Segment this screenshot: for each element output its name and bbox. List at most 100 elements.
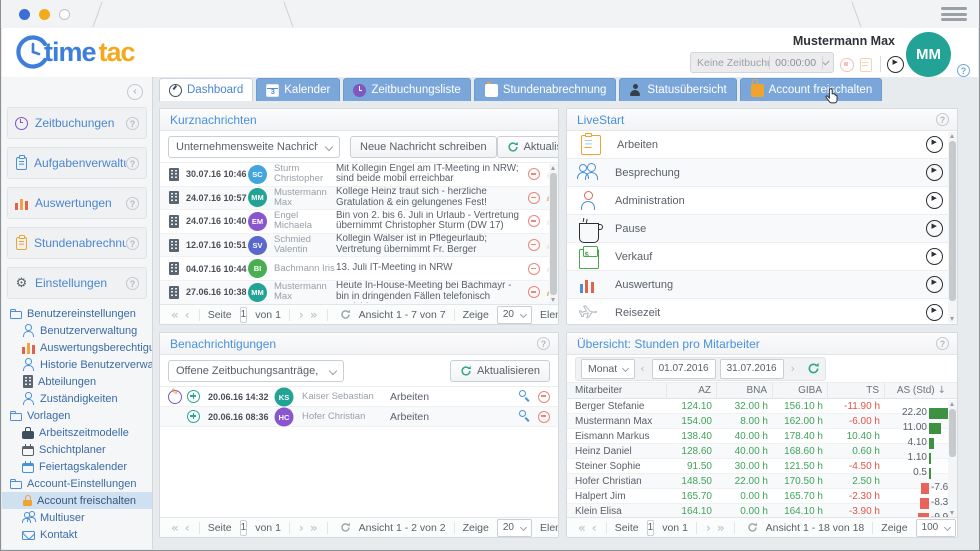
table-row[interactable]: Mustermann Max 154.00 8.00 h 162.00 h -6.00 … — [567, 414, 957, 434]
prev-page-icon[interactable]: ‹ — [184, 307, 190, 322]
tree-item-historie-benutzerverwaltung[interactable]: Historie Benutzerverwaltung — [2, 356, 152, 373]
tab-kalender[interactable]: Kalender — [256, 78, 341, 101]
help-icon[interactable]: ? — [126, 236, 139, 250]
tab-account-freischalten[interactable]: Account freischalten — [739, 78, 883, 101]
scrollbar[interactable] — [549, 164, 558, 304]
scroll-up-icon[interactable] — [551, 166, 555, 170]
tree-item-abteilungen[interactable]: Abteilungen — [2, 373, 152, 390]
tree-item-benutzerverwaltung[interactable]: Benutzerverwaltung — [2, 322, 152, 339]
tree-item-zustaendigkeiten[interactable]: Zuständigkeiten — [2, 390, 152, 407]
notification-row[interactable]: 20.06.16 08:36 HC Hofer Christian Arbeit… — [160, 407, 558, 427]
table-row[interactable]: Berger Stefanie 124.10 32.00 h 156.10 h -11.… — [567, 399, 957, 419]
livestart-row-arbeiten[interactable]: Arbeiten — [567, 131, 957, 159]
help-icon[interactable]: ? — [936, 337, 949, 350]
delete-message-icon[interactable] — [527, 168, 540, 181]
sidebar-item-einstellungen[interactable]: ⚙ Einstellungen ? — [7, 267, 147, 299]
stop-recording-icon[interactable] — [840, 58, 854, 72]
livestart-row-administration[interactable]: Administration — [567, 187, 957, 215]
column-header-mitarbeiter[interactable]: Mitarbeiter — [567, 382, 667, 399]
message-row[interactable]: 24.07.16 10:40 EM Engel Michaela Bin von… — [160, 210, 558, 234]
table-row[interactable]: Steiner Sophie 91.50 30.00 h 121.50 h -4.50 … — [567, 459, 957, 479]
delete-message-icon[interactable] — [527, 215, 540, 228]
date-from-input[interactable]: 01.07.2016 — [651, 358, 716, 379]
hamburger-menu-icon[interactable] — [941, 7, 967, 21]
scroll-up-icon[interactable] — [950, 134, 954, 138]
first-page-icon[interactable]: « — [171, 520, 179, 535]
page-input[interactable]: 1 — [239, 519, 248, 536]
next-period-icon[interactable]: › — [790, 362, 795, 375]
scrollbar-thumb[interactable] — [949, 141, 956, 301]
tree-item-feiertagskalender[interactable]: Feiertagskalender — [2, 458, 152, 475]
page-input[interactable]: 1 — [646, 519, 655, 536]
tree-item-account-freischalten[interactable]: Account freischalten — [2, 492, 152, 509]
window-control-minimize[interactable] — [39, 9, 50, 20]
scrollbar[interactable] — [948, 132, 957, 323]
help-icon[interactable]: ? — [126, 276, 139, 290]
tab-dashboard[interactable]: Dashboard — [159, 78, 254, 101]
scroll-down-icon[interactable] — [950, 511, 954, 515]
message-row[interactable]: 12.07.16 10:51 SV Schmied Valentin Kolle… — [160, 233, 558, 258]
chevron-down-icon[interactable] — [822, 57, 830, 66]
scroll-down-icon[interactable] — [551, 298, 555, 302]
user-avatar[interactable]: MM — [906, 32, 951, 77]
livestart-row-verkauf[interactable]: Verkauf — [567, 243, 957, 271]
period-select[interactable]: Monat — [581, 358, 636, 379]
edit-note-icon[interactable] — [860, 58, 872, 72]
help-icon[interactable]: ? — [957, 64, 970, 77]
refresh-icon[interactable] — [340, 309, 351, 320]
scrollbar-thumb[interactable] — [949, 409, 956, 457]
livestart-row-auswertung[interactable]: Auswertung — [567, 271, 957, 299]
window-control-maximize[interactable] — [59, 9, 70, 20]
column-header-bna[interactable]: BNA — [717, 382, 773, 399]
tab-zeitbuchungsliste[interactable]: Zeitbuchungsliste — [343, 78, 471, 101]
page-size-select[interactable]: 100 — [915, 518, 957, 537]
refresh-messages-button[interactable]: Aktualisieren — [496, 135, 558, 158]
tree-item-arbeitszeitmodelle[interactable]: Arbeitszeitmodelle — [2, 424, 152, 441]
scroll-up-icon[interactable] — [950, 402, 954, 406]
time-tracking-control[interactable]: Keine Zeitbuchung ... 00:00:00 — [690, 52, 834, 73]
help-icon[interactable]: ? — [126, 156, 139, 170]
new-message-button[interactable]: Neue Nachricht schreiben — [350, 135, 497, 158]
next-page-icon[interactable]: › — [298, 307, 304, 322]
start-task-button[interactable] — [926, 304, 943, 321]
prev-period-icon[interactable]: ‹ — [640, 362, 645, 375]
help-icon[interactable]: ? — [537, 337, 550, 350]
column-header-giba[interactable]: GIBA — [773, 382, 828, 399]
first-page-icon[interactable]: « — [171, 307, 179, 322]
reject-icon[interactable] — [538, 410, 550, 423]
tree-item-schichtplaner[interactable]: Schichtplaner — [2, 441, 152, 458]
page-size-select[interactable]: 20 — [496, 305, 532, 324]
help-icon[interactable]: ? — [126, 116, 139, 130]
last-page-icon[interactable]: » — [309, 307, 318, 322]
page-size-select[interactable]: 20 — [496, 518, 532, 537]
message-row[interactable]: 24.07.16 10:57 MM Mustermann Max Kollege… — [160, 186, 558, 211]
message-row[interactable]: 04.07.16 10:44 BI Bachmann Iris 13. Juli… — [160, 257, 558, 281]
livestart-row-reisezeit[interactable]: Reisezeit — [567, 299, 957, 324]
delete-message-icon[interactable] — [527, 286, 540, 299]
sidebar-item-auswertungen[interactable]: Auswertungen ? — [7, 187, 147, 219]
refresh-icon[interactable] — [340, 522, 351, 533]
reject-icon[interactable] — [538, 390, 550, 403]
tree-item-benutzereinstellungen[interactable]: Benutzereinstellungen — [2, 305, 152, 322]
delete-message-icon[interactable] — [527, 239, 540, 252]
column-header-az[interactable]: AZ — [667, 382, 717, 399]
approve-plus-icon[interactable] — [187, 390, 200, 403]
message-filter-select[interactable]: Unternehmensweite Nachrichten, N — [168, 135, 340, 158]
sidebar-item-zeitbuchungen[interactable]: Zeitbuchungen ? — [7, 107, 147, 139]
approve-plus-icon[interactable] — [187, 410, 200, 423]
page-input[interactable]: 1 — [239, 306, 248, 323]
tree-item-vorlagen[interactable]: Vorlagen — [2, 407, 152, 424]
refresh-icon[interactable] — [807, 362, 820, 375]
first-page-icon[interactable]: « — [578, 520, 586, 535]
tree-item-account-einstellungen[interactable]: Account-Einstellungen — [2, 475, 152, 492]
tree-item-auswertungsberechtigungen[interactable]: Auswertungsberechtigungen — [2, 339, 152, 356]
refresh-icon[interactable] — [747, 522, 758, 533]
livestart-row-pause[interactable]: Pause — [567, 215, 957, 243]
prev-page-icon[interactable]: ‹ — [591, 520, 597, 535]
table-header[interactable]: Mitarbeiter AZ BNA GIBA TS AS (Std) ↓ — [567, 382, 957, 399]
tab-stundenabrechnung[interactable]: Stundenabrechnung — [473, 78, 617, 101]
tree-item-kontakt[interactable]: Kontakt — [2, 526, 152, 543]
sidebar-item-aufgabenverwaltung[interactable]: Aufgabenverwaltung ? — [7, 147, 147, 179]
view-details-icon[interactable] — [519, 410, 532, 423]
message-row[interactable]: 27.06.16 10:38 MM Mustermann Max Heute I… — [160, 280, 558, 305]
